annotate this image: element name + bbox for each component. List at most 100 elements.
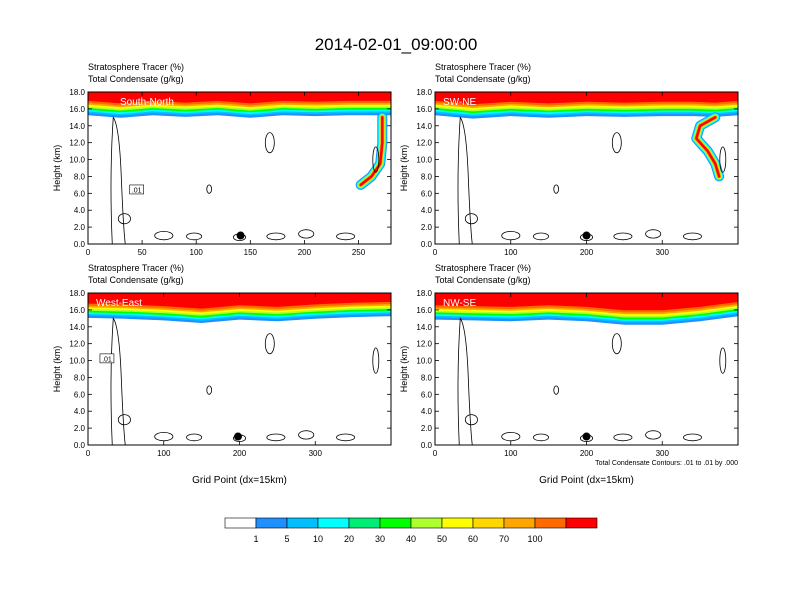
y-tick-label: 14.0	[69, 122, 85, 131]
colorbar-swatch-11	[565, 517, 598, 529]
plot-area	[435, 293, 738, 445]
condensate-contour-0	[117, 414, 131, 426]
y-axis-label: Height (km)	[52, 346, 62, 393]
convective-contour	[110, 116, 126, 244]
plot-frame	[87, 91, 392, 245]
colorbar-label: 20	[344, 534, 354, 544]
condensate-contour-8	[611, 132, 622, 154]
panel-label: SW-NE	[443, 97, 476, 108]
y-tick-label: 4.0	[421, 206, 433, 215]
convective-contour	[457, 317, 473, 445]
contour-label-box	[99, 353, 115, 364]
x-tick-label: 100	[504, 248, 518, 257]
condensate-contour-2	[533, 433, 550, 442]
condensate-contour-5	[645, 430, 662, 440]
y-tick-label: 6.0	[74, 390, 86, 399]
y-tick-label: 0.0	[74, 441, 86, 450]
x-tick-label: 0	[86, 248, 91, 257]
y-tick-label: 2.0	[74, 424, 86, 433]
y-tick-label: 0.0	[74, 240, 86, 249]
left-title-condensate: Total Condensate (g/kg)	[88, 74, 184, 84]
y-tick-label: 18.0	[416, 289, 432, 298]
x-tick-label: 200	[233, 449, 247, 458]
panel-west-east: .01 West-East Stratosphere Tracer (%) Total…	[52, 263, 392, 486]
plot-area	[435, 92, 738, 244]
y-tick-label: 12.0	[69, 139, 85, 148]
x-tick-label: 250	[352, 248, 366, 257]
condensate-contour-6	[683, 433, 703, 442]
panel-nw-se: NW-SE Stratosphere Tracer (%) Total Conden…	[399, 263, 739, 486]
y-tick-label: 16.0	[416, 306, 432, 315]
left-title-condensate: Total Condensate (g/kg)	[435, 74, 531, 84]
x-tick-label: 0	[433, 248, 438, 257]
location-marker	[582, 231, 591, 240]
y-tick-label: 12.0	[69, 340, 85, 349]
y-tick-label: 16.0	[69, 105, 85, 114]
y-tick-label: 6.0	[74, 189, 86, 198]
condensate-contour-5	[645, 229, 662, 239]
y-tick-label: 16.0	[416, 105, 432, 114]
colorbar-swatch-2	[286, 517, 319, 529]
colorbar-swatch-1	[255, 517, 288, 529]
condensate-contour-2	[186, 232, 203, 241]
x-tick-label: 300	[656, 449, 670, 458]
condensate-contour-4	[613, 232, 633, 241]
colorbar-label: 10	[313, 534, 323, 544]
colorbar: 1 5 10 20 30 40 50 60 70 100	[224, 517, 598, 544]
condensate-contour-7	[206, 184, 213, 194]
colorbar-label: 40	[406, 534, 416, 544]
y-tick-label: 0.0	[421, 441, 433, 450]
left-title-tracer: Stratosphere Tracer (%)	[435, 263, 531, 273]
y-tick-label: 12.0	[416, 139, 432, 148]
x-tick-label: 50	[138, 248, 147, 257]
colorbar-swatch-7	[441, 517, 474, 529]
colorbar-label: 1	[253, 534, 258, 544]
y-tick-label: 8.0	[74, 373, 86, 382]
plot-background	[88, 92, 391, 244]
y-tick-label: 14.0	[416, 323, 432, 332]
condensate-contour-1	[154, 231, 174, 241]
y-axis-label: Height (km)	[399, 145, 409, 192]
x-tick-label: 0	[86, 449, 91, 458]
colorbar-label: 60	[468, 534, 478, 544]
plot-area: .01	[88, 92, 391, 244]
condensate-contour-0	[464, 213, 478, 225]
condensate-contour-1	[501, 231, 521, 241]
condensate-contour-8	[264, 333, 275, 355]
x-tick-label: 300	[309, 449, 323, 458]
condensate-contour-7	[553, 184, 559, 194]
y-tick-label: 10.0	[416, 156, 432, 165]
condensate-contour-9	[719, 347, 727, 374]
condensate-contour-9	[372, 146, 380, 173]
panel-label: West-East	[96, 298, 142, 309]
plot-area: .01	[88, 293, 391, 445]
y-tick-label: 10.0	[69, 156, 85, 165]
left-title-tracer: Stratosphere Tracer (%)	[88, 62, 184, 72]
y-tick-label: 4.0	[74, 407, 86, 416]
contour-footnote: Total Condensate Contours: .01 to .01 by…	[595, 460, 738, 467]
x-axis-label: Grid Point (dx=15km)	[192, 475, 287, 486]
panel-label: NW-SE	[443, 298, 476, 309]
y-axis-label: Height (km)	[52, 145, 62, 192]
condensate-contour-1	[501, 431, 521, 442]
x-tick-label: 100	[157, 449, 171, 458]
condensate-contour-8	[264, 132, 275, 154]
y-tick-label: 18.0	[69, 289, 85, 298]
colorbar-swatch-4	[348, 517, 381, 529]
y-tick-label: 4.0	[74, 206, 86, 215]
y-tick-label: 6.0	[421, 390, 433, 399]
convective-contour	[110, 317, 126, 445]
x-tick-label: 200	[580, 248, 594, 257]
y-tick-label: 8.0	[74, 172, 86, 181]
condensate-contour-0	[117, 213, 131, 225]
colorbar-swatch-9	[503, 517, 536, 529]
colorbar-label: 30	[375, 534, 385, 544]
x-tick-label: 100	[190, 248, 204, 257]
colorbar-label: 50	[437, 534, 447, 544]
location-marker	[582, 432, 591, 441]
condensate-contour-4	[266, 433, 286, 442]
x-tick-label: 0	[433, 449, 438, 458]
y-tick-label: 2.0	[74, 223, 86, 232]
condensate-contour-6	[336, 433, 356, 442]
y-tick-label: 10.0	[416, 357, 432, 366]
